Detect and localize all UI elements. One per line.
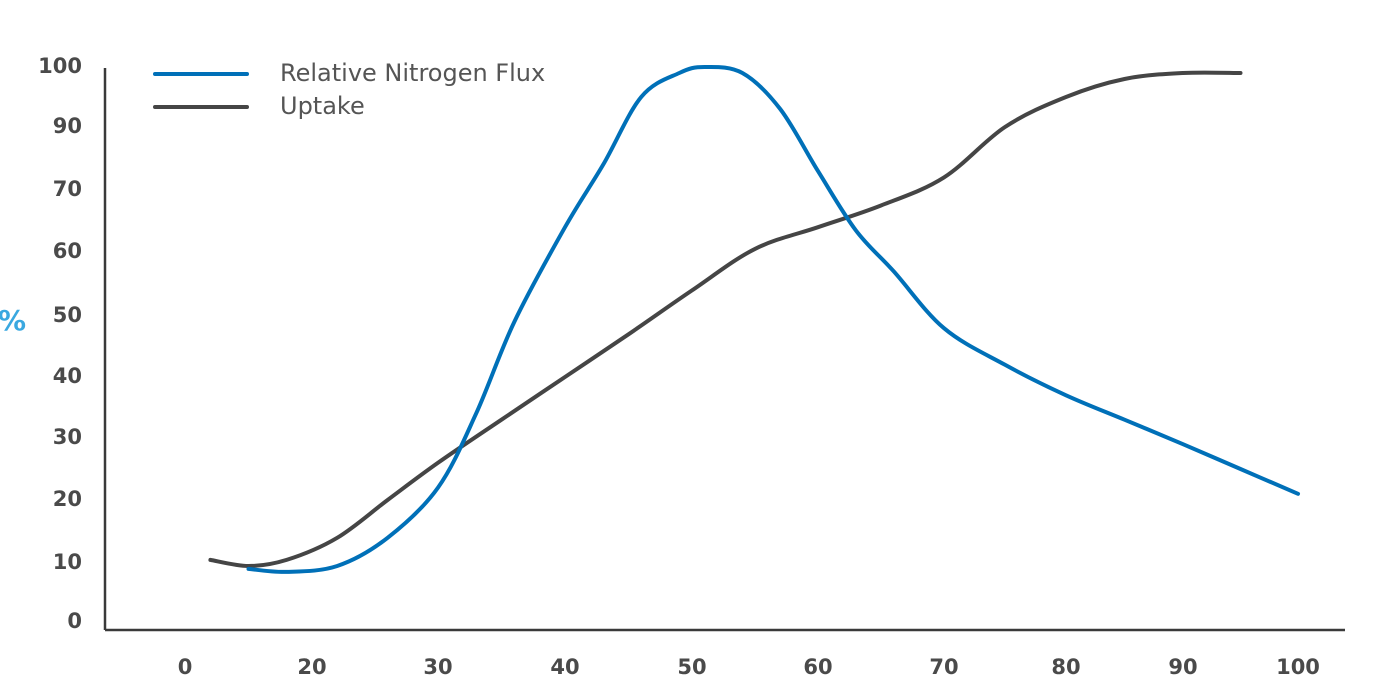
x-tick-label: 100 [1276,655,1320,679]
x-tick-label: 50 [677,655,706,679]
x-tick-label: 90 [1168,655,1197,679]
y-tick-label: 40 [53,364,82,388]
x-tick-label: 20 [297,655,326,679]
chart-axes [103,68,1345,632]
series-line-relative-nitrogen-flux [246,64,1300,574]
y-tick-label: 10 [53,550,82,574]
y-tick-label: 50 [53,303,82,327]
x-tick-label: 80 [1051,655,1080,679]
series-lines [208,64,1300,574]
x-tick-label: 0 [178,655,193,679]
y-tick-label: 30 [53,425,82,449]
tick-labels: 0 10 20 30 40 50 60 70 90 100 0 20 30 40 50 60 70 80 90 100 [38,54,1320,679]
legend: Relative Nitrogen Flux Uptake [153,59,545,120]
y-tick-label: 100 [38,54,82,78]
legend-label: Uptake [280,92,365,120]
x-tick-label: 60 [803,655,832,679]
series-line-uptake [208,70,1243,568]
x-tick-label: 40 [550,655,579,679]
x-tick-label: 30 [423,655,452,679]
x-tick-label: 70 [929,655,958,679]
y-tick-label: 90 [53,114,82,138]
y-tick-label: 20 [53,487,82,511]
y-tick-label: 70 [53,177,82,201]
y-tick-label: 0 [67,609,82,633]
y-tick-label: 60 [53,239,82,263]
legend-label: Relative Nitrogen Flux [280,59,545,87]
y-axis-label: % [0,304,26,337]
